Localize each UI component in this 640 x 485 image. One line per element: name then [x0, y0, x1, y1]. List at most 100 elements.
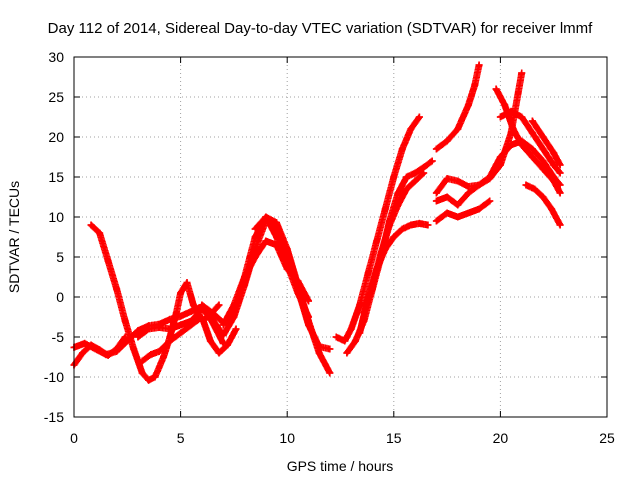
- x-axis-label: GPS time / hours: [287, 458, 394, 474]
- data-point: [428, 157, 436, 165]
- data-point: [454, 201, 462, 209]
- data-point: [403, 185, 411, 193]
- data-point: [230, 301, 238, 309]
- data-point: [262, 237, 270, 245]
- data-point: [407, 221, 415, 229]
- data-point: [368, 281, 376, 289]
- data-point: [432, 145, 440, 153]
- data-point: [273, 219, 281, 227]
- data-point: [424, 221, 432, 229]
- data-point: [507, 107, 515, 115]
- data-point: [251, 233, 259, 241]
- data-point: [96, 346, 104, 354]
- data-point: [121, 317, 129, 325]
- data-point: [177, 289, 185, 297]
- data-point: [166, 337, 174, 345]
- data-point: [407, 125, 415, 133]
- data-point: [531, 185, 539, 193]
- data-point: [347, 325, 355, 333]
- data-point: [104, 351, 112, 359]
- data-point: [528, 129, 536, 137]
- data-point: [556, 161, 564, 169]
- tick-layer: [73, 56, 608, 418]
- data-point: [113, 345, 121, 353]
- data-point: [356, 301, 364, 309]
- data-point: [283, 245, 291, 253]
- data-point: [486, 173, 494, 181]
- data-point: [373, 237, 381, 245]
- data-point: [241, 273, 249, 281]
- data-point: [209, 309, 217, 317]
- x-tick-label: 20: [493, 430, 509, 446]
- data-point: [496, 113, 504, 121]
- data-point: [443, 209, 451, 217]
- data-point: [539, 165, 547, 173]
- data-point: [454, 125, 462, 133]
- data-point: [177, 329, 185, 337]
- data-point: [522, 181, 530, 189]
- data-point: [550, 177, 558, 185]
- data-point: [394, 189, 402, 197]
- data-point: [390, 233, 398, 241]
- data-series-track-18: [496, 107, 564, 177]
- data-point: [145, 325, 153, 333]
- data-point: [539, 157, 547, 165]
- data-point: [224, 341, 232, 349]
- data-series-track-16: [432, 197, 494, 225]
- data-series-track-12: [360, 169, 428, 317]
- data-point: [454, 213, 462, 221]
- data-point: [539, 133, 547, 141]
- data-series-track-4: [138, 313, 240, 365]
- data-point: [381, 205, 389, 213]
- data-point: [79, 349, 87, 357]
- data-point: [172, 309, 180, 317]
- data-layer: [70, 61, 564, 384]
- data-point: [556, 189, 564, 197]
- data-point: [147, 351, 155, 359]
- data-point: [471, 81, 479, 89]
- data-point: [518, 69, 526, 77]
- data-series-track-20: [522, 181, 564, 229]
- data-point: [198, 313, 206, 321]
- data-point: [251, 253, 259, 261]
- data-point: [548, 205, 556, 213]
- data-point: [364, 269, 372, 277]
- data-point: [219, 321, 227, 329]
- x-tick-label: 10: [279, 430, 295, 446]
- data-point: [475, 181, 483, 189]
- data-series-track-8: [251, 213, 313, 321]
- data-point: [390, 173, 398, 181]
- data-point: [262, 213, 270, 221]
- data-point: [332, 333, 340, 341]
- plot-frame: [73, 56, 608, 418]
- data-point: [134, 333, 142, 341]
- x-tick-label: 15: [386, 430, 402, 446]
- x-tick-label: 0: [70, 430, 78, 446]
- data-point: [464, 209, 472, 217]
- data-point: [377, 249, 385, 257]
- data-point: [501, 101, 509, 109]
- data-point: [556, 169, 564, 177]
- data-point: [528, 145, 536, 153]
- y-tick-label: 10: [48, 209, 64, 225]
- y-tick-label: 5: [56, 249, 64, 265]
- y-axis-label: SDTVAR / TECUs: [6, 181, 22, 293]
- data-point: [87, 221, 95, 229]
- data-point: [475, 205, 483, 213]
- data-point: [209, 315, 217, 323]
- data-point: [283, 261, 291, 269]
- x-tick-label: 5: [177, 430, 185, 446]
- data-point: [113, 285, 121, 293]
- data-point: [96, 229, 104, 237]
- data-point: [415, 113, 423, 121]
- y-tick-label: 20: [48, 129, 64, 145]
- tick-label-layer: 0 5 10 15 20 25 -15 -10 -5 0 5 10 15 20 25 30: [44, 49, 615, 446]
- data-point: [528, 153, 536, 161]
- data-point: [81, 339, 89, 347]
- data-point: [351, 337, 359, 345]
- data-point: [145, 376, 153, 384]
- data-point: [155, 347, 163, 355]
- data-point: [415, 219, 423, 227]
- data-point: [166, 325, 174, 333]
